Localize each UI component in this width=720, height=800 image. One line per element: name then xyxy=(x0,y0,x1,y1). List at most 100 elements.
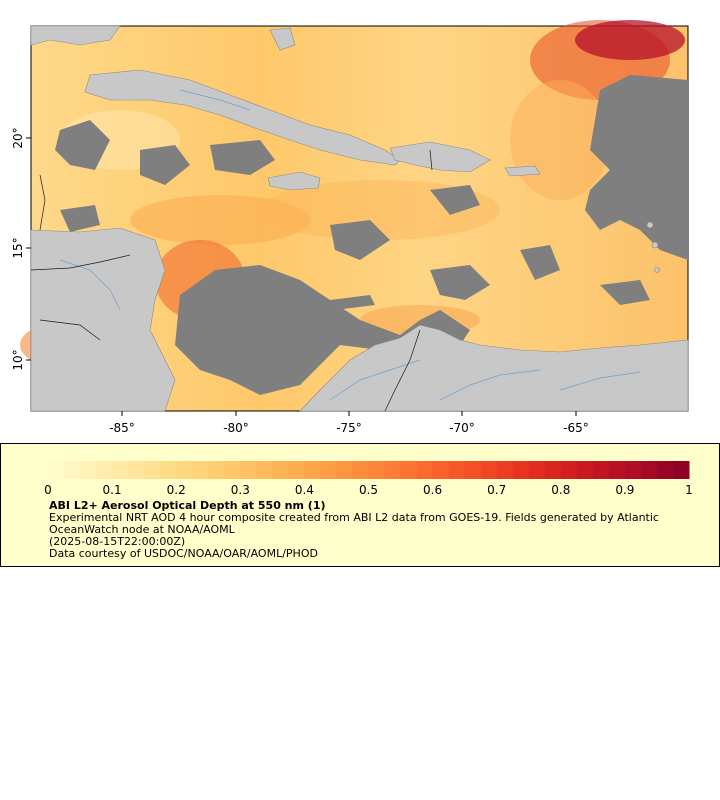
land-north xyxy=(30,25,121,46)
land xyxy=(30,25,689,412)
no-data-area xyxy=(330,295,375,310)
colorbar-swatch xyxy=(384,461,402,479)
colorbar-tick-label: 0.6 xyxy=(423,483,442,497)
colorbar-tick-label: 1 xyxy=(685,483,693,497)
colorbar-swatches xyxy=(48,461,690,479)
colorbar-swatch xyxy=(656,461,674,479)
lon-tick-label: -85° xyxy=(109,421,135,435)
colorbar-swatch xyxy=(576,461,594,479)
land-island xyxy=(651,241,659,249)
no-data-area xyxy=(210,140,275,175)
colorbar-swatch xyxy=(320,461,337,479)
lon-axis: -85° -80° -75° -70° -65° xyxy=(109,411,589,435)
no-data-area xyxy=(60,205,100,232)
border xyxy=(39,319,101,341)
lat-axis: 20° 15° 10° xyxy=(11,127,31,371)
colorbar-swatch xyxy=(528,461,546,479)
colorbar-swatch xyxy=(144,461,161,479)
lon-tick-label: -80° xyxy=(223,421,249,435)
aod-patch xyxy=(575,20,685,60)
map-svg: -85° -80° -75° -70° -65° 20° 15° 10° xyxy=(11,20,689,435)
colorbar: 0 0.1 0.2 0.3 0.4 0.5 0.6 0.7 0.8 0.9 1 xyxy=(44,461,693,497)
colorbar-swatch xyxy=(160,461,177,479)
lon-tick-label: -70° xyxy=(449,421,475,435)
legend-text: ABI L2+ Aerosol Optical Depth at 550 nm … xyxy=(49,500,689,560)
colorbar-swatch xyxy=(400,461,418,479)
colorbar-swatch xyxy=(448,461,466,479)
land-island xyxy=(654,267,660,273)
no-data-area xyxy=(430,265,490,300)
no-data-area xyxy=(600,280,650,305)
colorbar-tick-label: 0.1 xyxy=(103,483,122,497)
lat-tick-label: 10° xyxy=(11,349,25,370)
colorbar-tick-label: 0.4 xyxy=(295,483,314,497)
no-data-area xyxy=(430,185,480,215)
colorbar-swatch xyxy=(112,461,129,479)
colorbar-swatch xyxy=(640,461,658,479)
land-south-america xyxy=(299,324,689,412)
map-area: -85° -80° -75° -70° -65° 20° 15° 10° xyxy=(11,20,689,435)
colorbar-swatch xyxy=(432,461,450,479)
land-central-america xyxy=(30,227,176,412)
colorbar-swatch xyxy=(544,461,562,479)
colorbar-swatch xyxy=(80,461,97,479)
colorbar-tick-label: 0 xyxy=(44,483,52,497)
river xyxy=(559,371,641,391)
no-data-area xyxy=(140,145,190,185)
river xyxy=(329,359,421,401)
colorbar-swatch xyxy=(480,461,498,479)
lon-tick-label: -65° xyxy=(563,421,589,435)
colorbar-swatch xyxy=(464,461,482,479)
border xyxy=(384,329,421,412)
no-data-regions xyxy=(55,75,688,395)
colorbar-swatch xyxy=(512,461,530,479)
legend-title: ABI L2+ Aerosol Optical Depth at 550 nm … xyxy=(49,499,326,512)
colorbar-tick-label: 0.2 xyxy=(167,483,186,497)
colorbar-swatch xyxy=(240,461,257,479)
border xyxy=(429,149,433,171)
colorbar-tick-label: 0.8 xyxy=(551,483,570,497)
border xyxy=(39,174,46,231)
colorbar-swatch xyxy=(192,461,209,479)
colorbar-swatch xyxy=(592,461,610,479)
colorbar-swatch xyxy=(672,461,690,479)
no-data-area xyxy=(585,75,688,260)
no-data-area xyxy=(55,120,110,170)
colorbar-swatch xyxy=(48,461,65,479)
colorbar-swatch xyxy=(304,461,321,479)
colorbar-swatch xyxy=(288,461,305,479)
river xyxy=(59,259,121,311)
colorbar-swatch xyxy=(336,461,353,479)
border xyxy=(30,254,131,271)
legend-panel: 0 0.1 0.2 0.3 0.4 0.5 0.6 0.7 0.8 0.9 1 ABI L2+ Ae… xyxy=(0,443,720,567)
colorbar-ticks: 0 0.1 0.2 0.3 0.4 0.5 0.6 0.7 0.8 0.9 1 xyxy=(44,483,693,497)
no-data-area xyxy=(175,265,470,395)
colorbar-swatch xyxy=(560,461,578,479)
colorbar-tick-label: 0.3 xyxy=(231,483,250,497)
no-data-area xyxy=(520,245,560,280)
colorbar-swatch xyxy=(496,461,514,479)
colorbar-tick-label: 0.9 xyxy=(615,483,634,497)
no-data-area xyxy=(330,220,390,260)
colorbar-swatch xyxy=(272,461,289,479)
rivers xyxy=(59,89,641,401)
land-hispaniola xyxy=(389,141,491,173)
colorbar-swatch xyxy=(256,461,273,479)
colorbar-swatch xyxy=(64,461,81,479)
land-jamaica xyxy=(267,171,321,191)
aod-patch xyxy=(130,195,310,245)
lon-tick-label: -75° xyxy=(336,421,362,435)
colorbar-swatch xyxy=(96,461,113,479)
colorbar-swatch xyxy=(368,461,386,479)
legend-timestamp: (2025-08-15T22:00:00Z) xyxy=(49,535,186,548)
colorbar-swatch xyxy=(608,461,626,479)
legend-description: Experimental NRT AOD 4 hour composite cr… xyxy=(49,511,659,536)
colorbar-tick-label: 0.7 xyxy=(487,483,506,497)
land-bahamas xyxy=(269,27,296,51)
colorbar-swatch xyxy=(224,461,241,479)
colorbar-swatch xyxy=(208,461,225,479)
borders xyxy=(30,149,433,412)
legend-credit: Data courtesy of USDOC/NOAA/OAR/AOML/PHO… xyxy=(49,547,318,560)
colorbar-swatch xyxy=(416,461,434,479)
colorbar-swatch xyxy=(176,461,193,479)
